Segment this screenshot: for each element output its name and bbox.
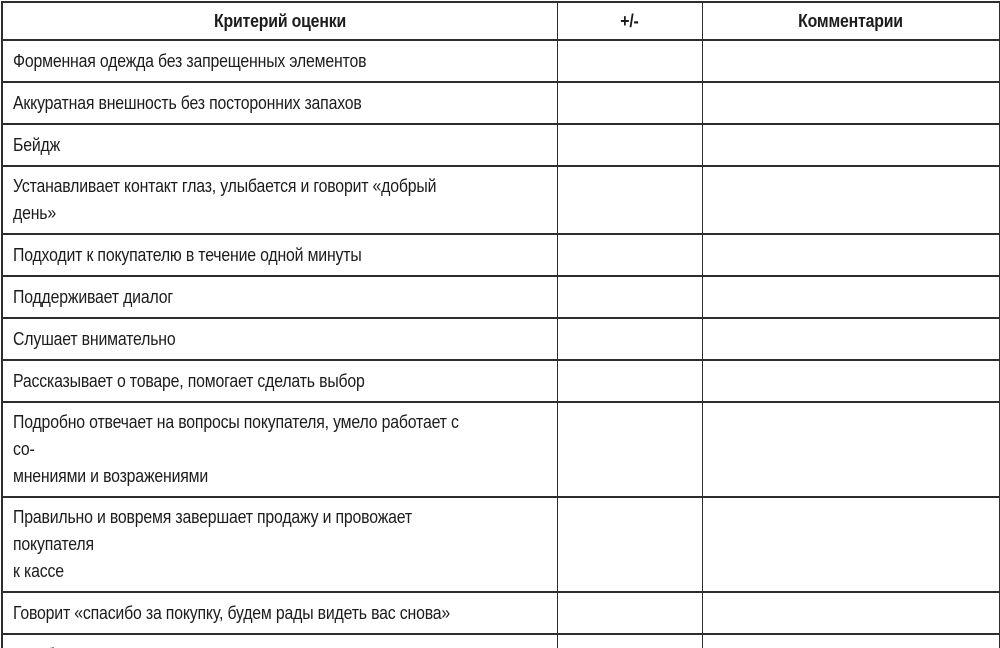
criterion-text: Устанавливает контакт глаз, улыбается и … <box>13 176 437 223</box>
criterion-cell: Подробно отвечает на вопросы покупателя,… <box>1 401 558 498</box>
table-row: Устанавливает контакт глаз, улыбается и … <box>1 165 1000 235</box>
criterion-cell: Слушает внимательно <box>1 317 558 361</box>
table-row: Аккуратная внешность без посторонних зап… <box>1 81 1000 125</box>
criterion-cell: Говорит «спасибо за покупку, будем рады … <box>1 591 558 635</box>
header-criterion: Критерий оценки <box>1 1 558 41</box>
criterion-text: Аккуратная внешность без посторонних зап… <box>13 92 362 113</box>
table-row: Правильно и вовремя завершает продажу и … <box>1 496 1000 593</box>
mark-cell <box>556 123 703 167</box>
criterion-text: Бейдж <box>13 134 61 155</box>
comment-cell <box>701 123 1000 167</box>
header-comments-label: Комментарии <box>798 11 904 31</box>
comment-cell <box>701 633 1000 648</box>
table-row: Не обсуждает покупателя после его ухода <box>1 633 1000 648</box>
mark-cell <box>556 496 703 593</box>
criterion-text: Рассказывает о товаре, помогает сделать … <box>13 370 365 391</box>
table-row: Подробно отвечает на вопросы покупателя,… <box>1 401 1000 498</box>
criterion-text: Слушает внимательно <box>13 328 176 349</box>
mark-cell <box>556 233 703 277</box>
mark-cell <box>556 165 703 235</box>
criterion-text: Говорит «спасибо за покупку, будем рады … <box>13 602 451 623</box>
comment-cell <box>701 496 1000 593</box>
criterion-cell: Устанавливает контакт глаз, улыбается и … <box>1 165 558 235</box>
criterion-cell: Бейдж <box>1 123 558 167</box>
comment-cell <box>701 165 1000 235</box>
comment-cell <box>701 317 1000 361</box>
table-row: Говорит «спасибо за покупку, будем рады … <box>1 591 1000 635</box>
criterion-text: Форменная одежда без запрещенных элемент… <box>13 50 367 71</box>
mark-cell <box>556 591 703 635</box>
table-row: Поддерживает диалог <box>1 275 1000 319</box>
comment-cell <box>701 591 1000 635</box>
comment-cell <box>701 359 1000 403</box>
comment-cell <box>701 81 1000 125</box>
criterion-cell: Правильно и вовремя завершает продажу и … <box>1 496 558 593</box>
criterion-cell: Поддерживает диалог <box>1 275 558 319</box>
criterion-cell: Форменная одежда без запрещенных элемент… <box>1 39 558 83</box>
mark-cell <box>556 359 703 403</box>
table-row: Бейдж <box>1 123 1000 167</box>
comment-cell <box>701 39 1000 83</box>
header-comments: Комментарии <box>701 1 1000 41</box>
table-row: Форменная одежда без запрещенных элемент… <box>1 39 1000 83</box>
criterion-text: Поддерживает диалог <box>13 286 173 307</box>
criterion-cell: Подходит к покупателю в течение одной ми… <box>1 233 558 277</box>
criterion-text: Подходит к покупателю в течение одной ми… <box>13 244 362 265</box>
comment-cell <box>701 401 1000 498</box>
criterion-cell: Не обсуждает покупателя после его ухода <box>1 633 558 648</box>
header-row: Критерий оценки +/- Комментарии <box>1 1 1000 41</box>
mark-cell <box>556 275 703 319</box>
header-mark-label: +/- <box>620 11 639 31</box>
header-criterion-label: Критерий оценки <box>213 11 346 31</box>
table-row: Слушает внимательно <box>1 317 1000 361</box>
criterion-text: Не обсуждает покупателя после его ухода <box>13 642 318 648</box>
header-mark: +/- <box>556 1 703 41</box>
criterion-text: Подробно отвечает на вопросы покупателя,… <box>13 412 459 486</box>
comment-cell <box>701 233 1000 277</box>
mark-cell <box>556 317 703 361</box>
mark-cell <box>556 39 703 83</box>
criterion-cell: Аккуратная внешность без посторонних зап… <box>1 81 558 125</box>
table-row: Рассказывает о товаре, помогает сделать … <box>1 359 1000 403</box>
mark-cell <box>556 81 703 125</box>
criterion-text: Правильно и вовремя завершает продажу и … <box>13 507 412 581</box>
mark-cell <box>556 401 703 498</box>
mark-cell <box>556 633 703 648</box>
criterion-cell: Рассказывает о товаре, помогает сделать … <box>1 359 558 403</box>
table-row: Подходит к покупателю в течение одной ми… <box>1 233 1000 277</box>
comment-cell <box>701 275 1000 319</box>
